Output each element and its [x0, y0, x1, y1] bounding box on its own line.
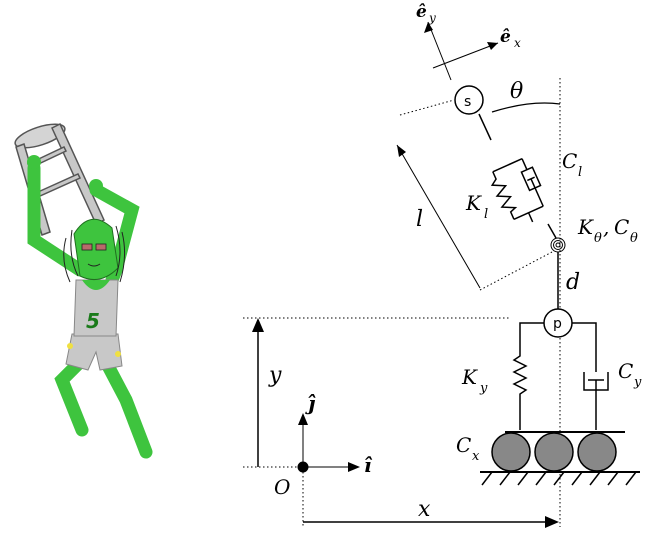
head — [63, 218, 126, 283]
l-extension-bottom — [479, 251, 553, 291]
origin-point — [297, 461, 309, 473]
neck — [82, 280, 110, 290]
ky-frame-left — [519, 322, 544, 348]
ky-spring — [512, 348, 528, 430]
jumping-figure: 5 — [14, 122, 153, 459]
label-c-l-sub: l — [578, 165, 582, 180]
stool-icon — [14, 122, 105, 236]
label-i-hat: î — [364, 453, 373, 477]
label-c-theta-sub: θ — [630, 231, 638, 246]
label-j-hat: ĵ — [305, 391, 316, 415]
label-d: d — [566, 270, 580, 295]
ground-hatch — [481, 471, 637, 486]
label-origin: O — [274, 475, 290, 499]
label-l: l — [416, 207, 423, 232]
left-hand — [27, 155, 41, 169]
labels: ê y ê x θ s p C l K l K θ , C θ l d K y … — [268, 2, 642, 522]
jersey-number: 5 — [86, 309, 100, 333]
label-k-theta: K — [577, 215, 594, 239]
node-s — [454, 85, 484, 115]
label-k-theta-sub: θ — [594, 231, 602, 246]
label-k-y: K — [461, 365, 478, 389]
l-dimension — [396, 144, 481, 289]
label-node-s: s — [464, 94, 471, 110]
mechanical-model — [243, 21, 640, 528]
label-c-x-sub: x — [472, 449, 480, 464]
legs — [54, 355, 153, 459]
label-e-x: ê — [500, 27, 511, 47]
label-c-theta: C — [614, 215, 629, 239]
right-hand — [89, 179, 103, 193]
label-x: x — [418, 497, 431, 522]
rollers — [491, 432, 617, 472]
label-e-x-sub: x — [514, 36, 521, 50]
leg-spring-damper — [490, 158, 544, 223]
rod-s-top — [478, 113, 492, 141]
label-k-l-sub: l — [484, 207, 488, 222]
label-c-y-sub: y — [633, 375, 642, 390]
shorts — [65, 333, 123, 371]
label-k-l: K — [465, 191, 482, 215]
cy-frame-right — [572, 322, 597, 372]
rod-to-hip — [547, 223, 557, 239]
e-x-vector — [432, 42, 499, 69]
label-comma: , — [603, 215, 609, 239]
label-y: y — [268, 363, 282, 388]
l-extension-top — [399, 99, 455, 116]
label-e-y: ê — [416, 2, 427, 22]
e-y-vector — [427, 21, 452, 81]
cy-damper — [583, 372, 609, 430]
label-theta: θ — [510, 79, 523, 104]
label-k-y-sub: y — [479, 381, 488, 396]
label-c-x: C — [456, 433, 471, 457]
label-node-p: p — [553, 316, 562, 332]
label-c-y: C — [618, 359, 633, 383]
label-c-l: C — [562, 149, 577, 173]
label-e-y-sub: y — [428, 11, 436, 25]
theta-arc — [491, 102, 561, 113]
torsional-spring-icon — [550, 237, 566, 253]
